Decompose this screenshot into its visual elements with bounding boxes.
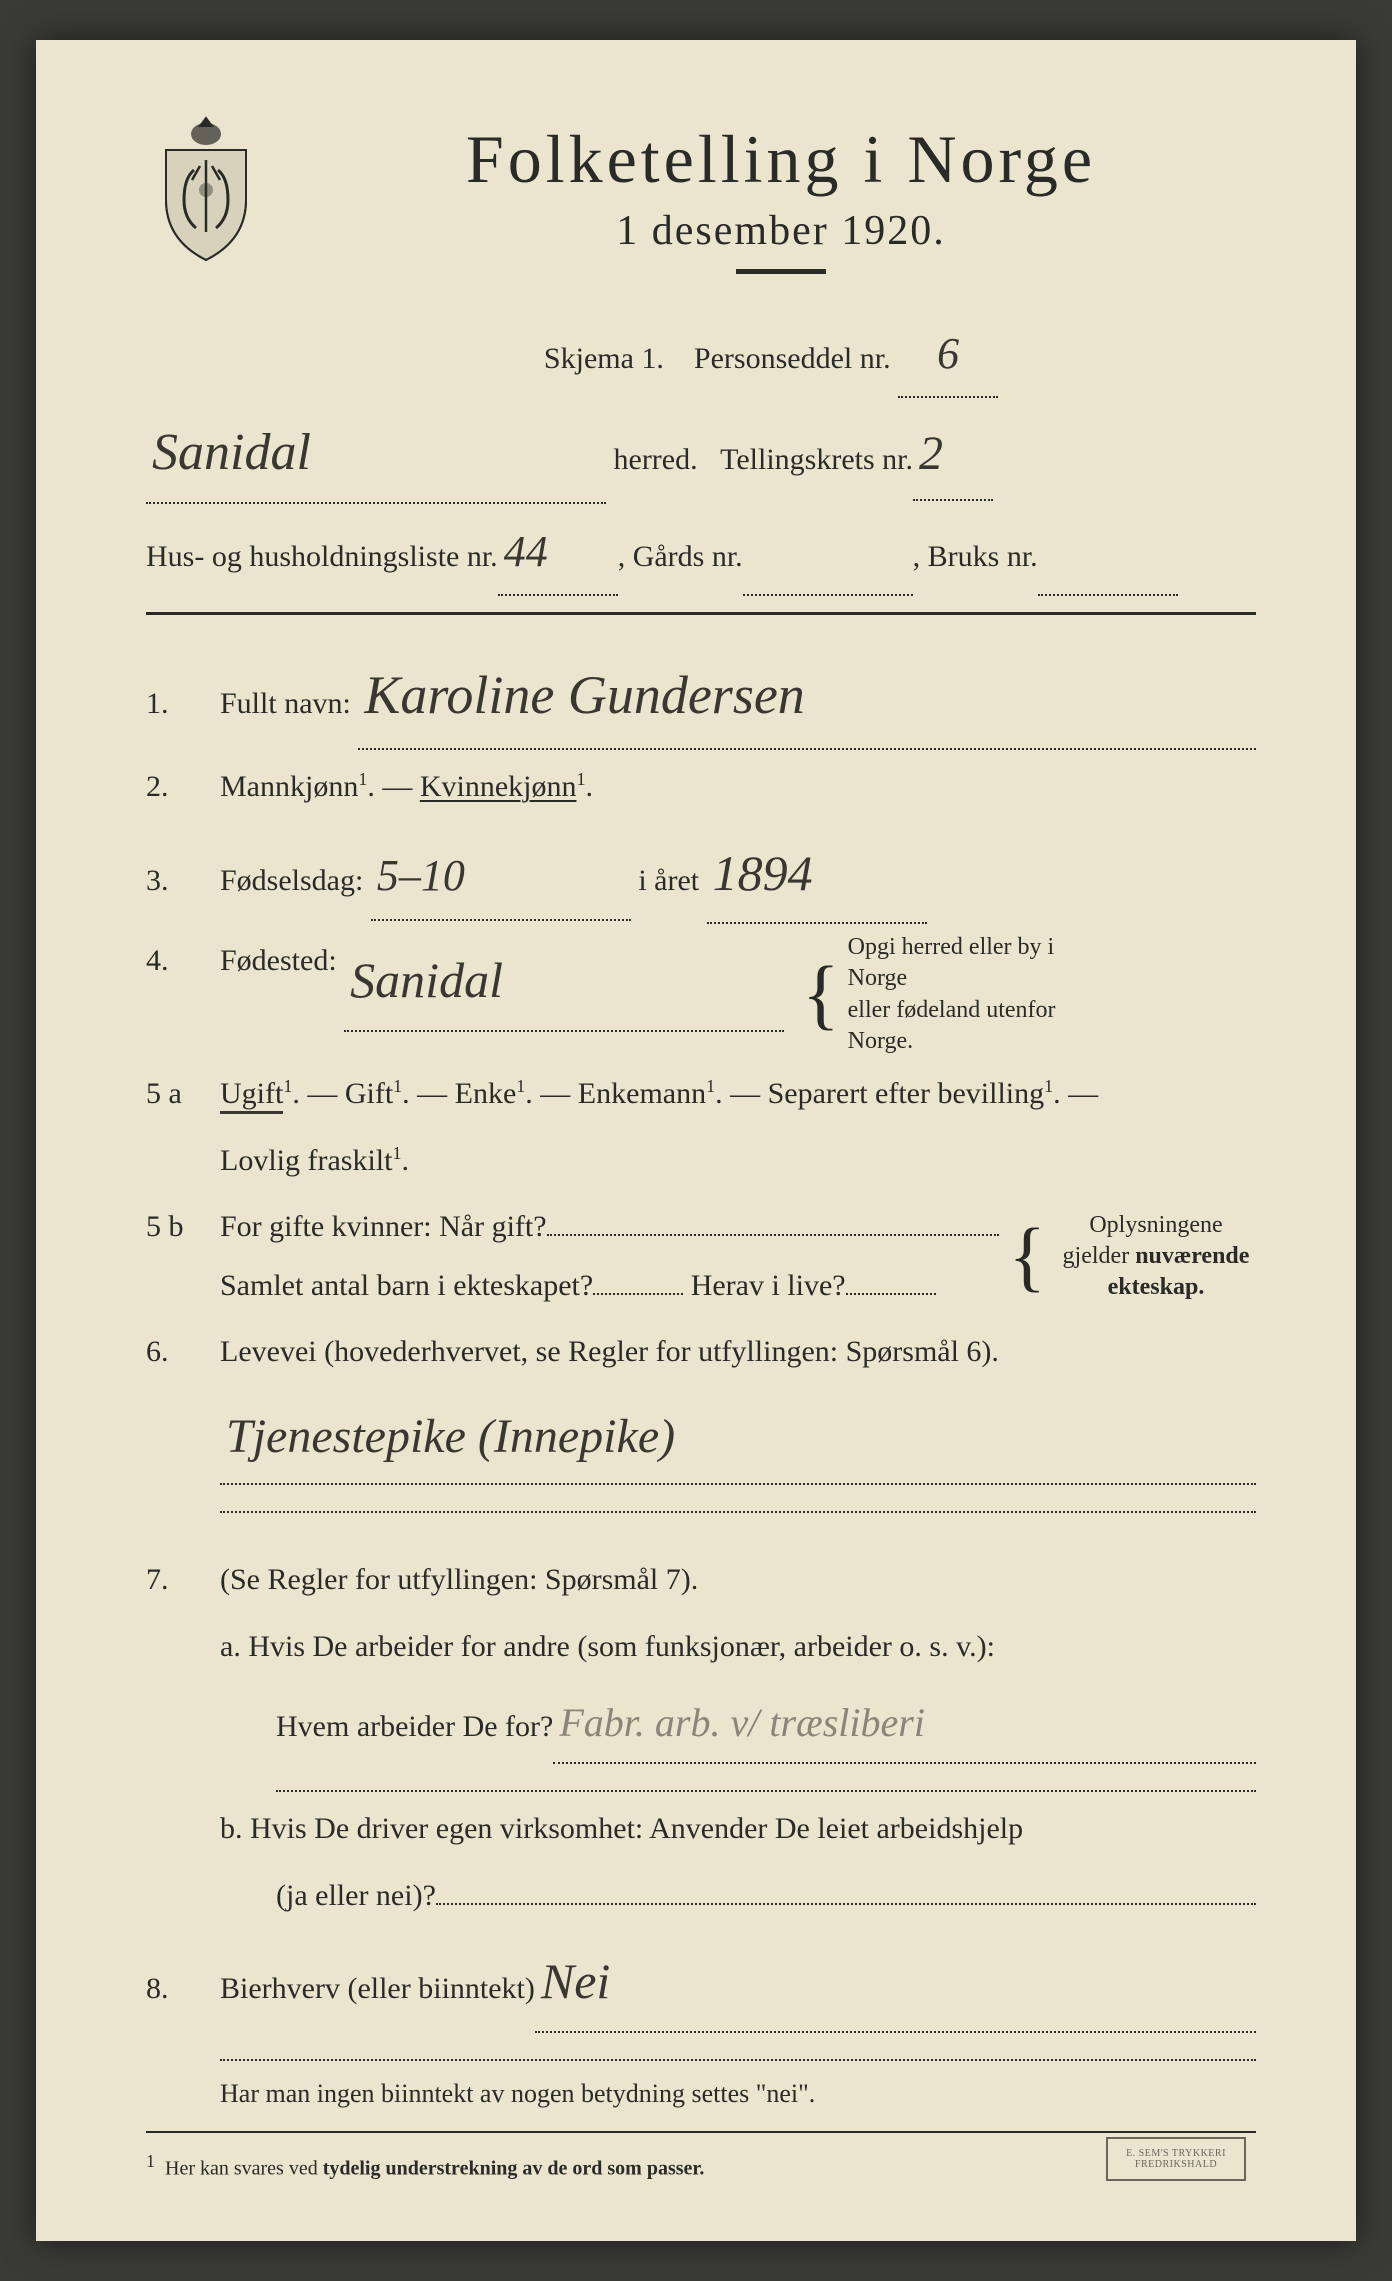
q5a-num: 5 a [146, 1065, 202, 1124]
hus-nr: 44 [498, 527, 554, 576]
q5a-separert: Separert efter bevilling [768, 1077, 1045, 1110]
q7a-label: a. Hvis De arbeider for andre (som funks… [220, 1630, 995, 1663]
gards-label: , Gårds nr. [618, 528, 743, 585]
q4-num: 4. [146, 932, 202, 991]
title-block: Folketelling i Norge 1 desember 1920. [306, 120, 1256, 292]
q1-label: Fullt navn: [220, 675, 351, 734]
q3-year: 1894 [707, 845, 819, 901]
q5a-gift: Gift [345, 1077, 393, 1110]
coat-of-arms-icon [146, 100, 266, 270]
q5b-label1: For gifte kvinner: Når gift? [220, 1198, 547, 1257]
bruks-nr [1038, 527, 1050, 576]
q3-label: Fødselsdag: [220, 852, 363, 911]
q5b-label2: Samlet antal barn i ekteskapet? [220, 1257, 593, 1316]
q2-k: Kvinnekjønn [420, 770, 577, 803]
brace-icon: { [802, 971, 839, 1018]
footer-note: Har man ingen biinntekt av nogen betydni… [220, 2069, 1256, 2120]
q7a-qtext: Hvem arbeider De for? [276, 1698, 553, 1757]
bruks-label: , Bruks nr. [913, 528, 1038, 585]
q6: 6. Levevei (hovederhvervet, se Regler fo… [146, 1323, 1256, 1382]
q4-value: Sanidal [344, 952, 509, 1008]
tellingskrets-nr: 2 [913, 427, 949, 480]
printer-stamp: E. SEM'S TRYKKERI FREDRIKSHALD [1106, 2137, 1246, 2181]
q2-num: 2. [146, 758, 202, 817]
q5b: 5 b For gifte kvinner: Når gift? Samlet … [146, 1198, 1256, 1315]
q5b-label3: Herav i live? [691, 1257, 846, 1316]
q1-num: 1. [146, 675, 202, 734]
q5a-enke: Enke [455, 1077, 517, 1110]
gards-nr [743, 527, 755, 576]
q3-num: 3. [146, 852, 202, 911]
main-title: Folketelling i Norge [306, 120, 1256, 199]
q6-num: 6. [146, 1323, 202, 1382]
census-form-page: Folketelling i Norge 1 desember 1920. Sk… [36, 40, 1356, 2241]
q7a: a. Hvis De arbeider for andre (som funks… [220, 1618, 1256, 1677]
divider-1 [146, 612, 1256, 615]
q8-blank [220, 2041, 1256, 2061]
q5a-line2: Lovlig fraskilt1. [220, 1132, 1256, 1191]
q1: 1. Fullt navn: Karoline Gundersen [146, 643, 1256, 750]
q3: 3. Fødselsdag: 5–10 i året 1894 [146, 825, 1256, 925]
q7: 7. (Se Regler for utfyllingen: Spørsmål … [146, 1551, 1256, 1610]
footnote: 1 Her kan svares ved tydelig understrekn… [146, 2151, 1256, 2181]
herred-suffix: herred. [614, 431, 698, 488]
header: Folketelling i Norge 1 desember 1920. [146, 120, 1256, 292]
q5a-fraskilt: Lovlig fraskilt [220, 1144, 392, 1177]
q7-num: 7. [146, 1551, 202, 1610]
meta-line-1: Skjema 1. Personseddel nr. 6 [286, 312, 1256, 398]
q5b-num: 5 b [146, 1198, 202, 1257]
q5b-note1: Oplysningene [1089, 1212, 1222, 1238]
stamp-line1: E. SEM'S TRYKKERI [1126, 2148, 1226, 2159]
q6-value: Tjenestepike (Innepike) [220, 1410, 681, 1463]
sub-title: 1 desember 1920. [306, 207, 1256, 255]
q4-note1: Opgi herred eller by i Norge [848, 934, 1055, 991]
q8-value: Nei [535, 1953, 616, 2009]
personseddel-label: Personseddel nr. [694, 342, 891, 375]
q3-mid: i året [638, 852, 699, 911]
q2: 2. Mannkjønn1. — Kvinnekjønn1. [146, 758, 1256, 817]
personseddel-nr: 6 [931, 329, 965, 378]
q6-label: Levevei (hovederhvervet, se Regler for u… [220, 1335, 999, 1368]
q1-value: Karoline Gundersen [358, 665, 810, 725]
footnote-num: 1 [146, 2151, 155, 2171]
title-rule [736, 269, 826, 274]
q7a-value: Fabr. arb. v/ træsliberi [553, 1700, 931, 1745]
q5b-note3: ekteskap. [1108, 1274, 1205, 1300]
skjema-label: Skjema 1. [544, 342, 664, 375]
q6-value-line: Tjenestepike (Innepike) [220, 1390, 1256, 1486]
q7b-qtext: (ja eller nei)? [276, 1867, 436, 1926]
q7-label: (Se Regler for utfyllingen: Spørsmål 7). [220, 1563, 698, 1596]
q7b-label: b. Hvis De driver egen virksomhet: Anven… [220, 1812, 1023, 1845]
q3-day: 5–10 [371, 851, 471, 900]
hus-label: Hus- og husholdningsliste nr. [146, 528, 498, 585]
q7a-blank [276, 1772, 1256, 1792]
q4-note2: eller fødeland utenfor Norge. [848, 997, 1056, 1054]
tellingskrets-label: Tellingskrets nr. [720, 431, 913, 488]
q5b-note2: gjelder nuværende [1063, 1243, 1250, 1269]
q4: 4. Fødested: Sanidal { Opgi herred eller… [146, 932, 1256, 1057]
q4-label: Fødested: [220, 932, 337, 991]
q2-dash: — [382, 770, 420, 803]
q5a-enkemann: Enkemann [578, 1077, 706, 1110]
meta-line-2: Sanidal herred. Tellingskrets nr. 2 [146, 404, 1256, 505]
divider-2 [146, 2131, 1256, 2133]
q8-num: 8. [146, 1960, 202, 2019]
q8: 8. Bierhverv (eller biinntekt) Nei [146, 1933, 1256, 2033]
q6-blank [220, 1493, 1256, 1513]
meta-line-3: Hus- og husholdningsliste nr. 44 , Gårds… [146, 510, 1256, 596]
q7a-q: Hvem arbeider De for? Fabr. arb. v/ træs… [276, 1684, 1256, 1764]
stamp-line2: FREDRIKSHALD [1135, 2159, 1217, 2170]
q7b: b. Hvis De driver egen virksomhet: Anven… [220, 1800, 1256, 1859]
q2-m: Mannkjønn [220, 770, 358, 803]
brace-icon-2: { [1009, 1233, 1046, 1280]
q5a-ugift: Ugift [220, 1077, 283, 1114]
q8-label: Bierhverv (eller biinntekt) [220, 1960, 535, 2019]
footnote-text: Her kan svares ved tydelig understreknin… [165, 2158, 704, 2180]
q7b-q: (ja eller nei)? [276, 1867, 1256, 1926]
q5a: 5 a Ugift1. — Gift1. — Enke1. — Enkemann… [146, 1065, 1256, 1124]
herred-value: Sanidal [146, 424, 317, 481]
